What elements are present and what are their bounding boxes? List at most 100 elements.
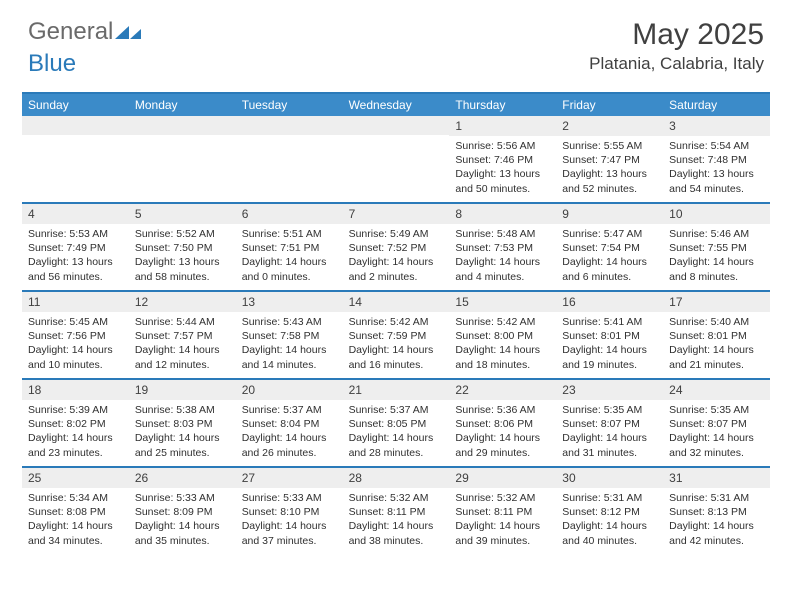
logo-word-blue: Blue [28,50,76,77]
day-cell: 5Sunrise: 5:52 AMSunset: 7:50 PMDaylight… [129,204,236,290]
day-number: 1 [449,116,556,136]
day-cell: 26Sunrise: 5:33 AMSunset: 8:09 PMDayligh… [129,468,236,554]
weeks-container: 1Sunrise: 5:56 AMSunset: 7:46 PMDaylight… [22,116,770,554]
day-details: Sunrise: 5:42 AMSunset: 8:00 PMDaylight:… [449,312,556,375]
day-cell: 23Sunrise: 5:35 AMSunset: 8:07 PMDayligh… [556,380,663,466]
day-cell: 10Sunrise: 5:46 AMSunset: 7:55 PMDayligh… [663,204,770,290]
day-number: 29 [449,468,556,488]
week-row: 11Sunrise: 5:45 AMSunset: 7:56 PMDayligh… [22,290,770,378]
day-cell: 27Sunrise: 5:33 AMSunset: 8:10 PMDayligh… [236,468,343,554]
day-details: Sunrise: 5:56 AMSunset: 7:46 PMDaylight:… [449,136,556,199]
day-details: Sunrise: 5:32 AMSunset: 8:11 PMDaylight:… [343,488,450,551]
day-details: Sunrise: 5:43 AMSunset: 7:58 PMDaylight:… [236,312,343,375]
logo: General Blue [28,18,141,78]
day-cell: 15Sunrise: 5:42 AMSunset: 8:00 PMDayligh… [449,292,556,378]
day-cell: 8Sunrise: 5:48 AMSunset: 7:53 PMDaylight… [449,204,556,290]
week-row: 18Sunrise: 5:39 AMSunset: 8:02 PMDayligh… [22,378,770,466]
day-details: Sunrise: 5:41 AMSunset: 8:01 PMDaylight:… [556,312,663,375]
day-cell: 16Sunrise: 5:41 AMSunset: 8:01 PMDayligh… [556,292,663,378]
day-details: Sunrise: 5:53 AMSunset: 7:49 PMDaylight:… [22,224,129,287]
day-number: 14 [343,292,450,312]
day-number: 8 [449,204,556,224]
day-cell: 1Sunrise: 5:56 AMSunset: 7:46 PMDaylight… [449,116,556,202]
day-details: Sunrise: 5:38 AMSunset: 8:03 PMDaylight:… [129,400,236,463]
day-details: Sunrise: 5:32 AMSunset: 8:11 PMDaylight:… [449,488,556,551]
day-number [22,116,129,135]
day-details: Sunrise: 5:51 AMSunset: 7:51 PMDaylight:… [236,224,343,287]
day-details: Sunrise: 5:49 AMSunset: 7:52 PMDaylight:… [343,224,450,287]
day-details: Sunrise: 5:48 AMSunset: 7:53 PMDaylight:… [449,224,556,287]
day-number [343,116,450,135]
day-number: 23 [556,380,663,400]
day-details: Sunrise: 5:44 AMSunset: 7:57 PMDaylight:… [129,312,236,375]
day-cell: 13Sunrise: 5:43 AMSunset: 7:58 PMDayligh… [236,292,343,378]
logo-triangle-icon [115,18,141,46]
day-details: Sunrise: 5:31 AMSunset: 8:13 PMDaylight:… [663,488,770,551]
day-cell: 22Sunrise: 5:36 AMSunset: 8:06 PMDayligh… [449,380,556,466]
page-title: May 2025 [589,18,764,52]
day-details: Sunrise: 5:35 AMSunset: 8:07 PMDaylight:… [663,400,770,463]
day-number: 7 [343,204,450,224]
day-cell [236,116,343,202]
day-number: 24 [663,380,770,400]
day-details: Sunrise: 5:42 AMSunset: 7:59 PMDaylight:… [343,312,450,375]
day-cell: 28Sunrise: 5:32 AMSunset: 8:11 PMDayligh… [343,468,450,554]
day-cell: 20Sunrise: 5:37 AMSunset: 8:04 PMDayligh… [236,380,343,466]
day-cell: 6Sunrise: 5:51 AMSunset: 7:51 PMDaylight… [236,204,343,290]
day-number: 19 [129,380,236,400]
day-number: 6 [236,204,343,224]
day-number: 21 [343,380,450,400]
day-number: 22 [449,380,556,400]
day-cell: 9Sunrise: 5:47 AMSunset: 7:54 PMDaylight… [556,204,663,290]
day-details: Sunrise: 5:47 AMSunset: 7:54 PMDaylight:… [556,224,663,287]
day-cell: 30Sunrise: 5:31 AMSunset: 8:12 PMDayligh… [556,468,663,554]
day-details: Sunrise: 5:54 AMSunset: 7:48 PMDaylight:… [663,136,770,199]
day-cell: 14Sunrise: 5:42 AMSunset: 7:59 PMDayligh… [343,292,450,378]
header: General Blue May 2025 Platania, Calabria,… [0,0,792,86]
day-number: 16 [556,292,663,312]
day-cell: 2Sunrise: 5:55 AMSunset: 7:47 PMDaylight… [556,116,663,202]
week-row: 1Sunrise: 5:56 AMSunset: 7:46 PMDaylight… [22,116,770,202]
day-details: Sunrise: 5:40 AMSunset: 8:01 PMDaylight:… [663,312,770,375]
day-cell: 4Sunrise: 5:53 AMSunset: 7:49 PMDaylight… [22,204,129,290]
weekday-header: Sunday [22,94,129,116]
day-number: 26 [129,468,236,488]
day-cell: 7Sunrise: 5:49 AMSunset: 7:52 PMDaylight… [343,204,450,290]
day-details: Sunrise: 5:33 AMSunset: 8:09 PMDaylight:… [129,488,236,551]
day-cell: 12Sunrise: 5:44 AMSunset: 7:57 PMDayligh… [129,292,236,378]
day-details: Sunrise: 5:52 AMSunset: 7:50 PMDaylight:… [129,224,236,287]
day-number: 4 [22,204,129,224]
day-details: Sunrise: 5:37 AMSunset: 8:05 PMDaylight:… [343,400,450,463]
day-cell: 11Sunrise: 5:45 AMSunset: 7:56 PMDayligh… [22,292,129,378]
calendar: SundayMondayTuesdayWednesdayThursdayFrid… [22,92,770,554]
day-details: Sunrise: 5:39 AMSunset: 8:02 PMDaylight:… [22,400,129,463]
day-details: Sunrise: 5:36 AMSunset: 8:06 PMDaylight:… [449,400,556,463]
day-number: 11 [22,292,129,312]
logo-word-general: General [28,18,113,45]
day-cell: 18Sunrise: 5:39 AMSunset: 8:02 PMDayligh… [22,380,129,466]
day-number: 18 [22,380,129,400]
day-cell [343,116,450,202]
day-details: Sunrise: 5:31 AMSunset: 8:12 PMDaylight:… [556,488,663,551]
day-number: 12 [129,292,236,312]
day-details: Sunrise: 5:35 AMSunset: 8:07 PMDaylight:… [556,400,663,463]
day-number: 27 [236,468,343,488]
day-number: 13 [236,292,343,312]
location-text: Platania, Calabria, Italy [589,54,764,74]
day-number: 28 [343,468,450,488]
day-number: 9 [556,204,663,224]
day-cell [129,116,236,202]
day-cell: 3Sunrise: 5:54 AMSunset: 7:48 PMDaylight… [663,116,770,202]
day-number: 17 [663,292,770,312]
day-cell: 17Sunrise: 5:40 AMSunset: 8:01 PMDayligh… [663,292,770,378]
day-details: Sunrise: 5:37 AMSunset: 8:04 PMDaylight:… [236,400,343,463]
weekday-header: Friday [556,94,663,116]
day-cell: 24Sunrise: 5:35 AMSunset: 8:07 PMDayligh… [663,380,770,466]
day-number [236,116,343,135]
day-details: Sunrise: 5:45 AMSunset: 7:56 PMDaylight:… [22,312,129,375]
day-cell: 19Sunrise: 5:38 AMSunset: 8:03 PMDayligh… [129,380,236,466]
day-number: 25 [22,468,129,488]
day-number: 10 [663,204,770,224]
day-number: 31 [663,468,770,488]
weekday-header-row: SundayMondayTuesdayWednesdayThursdayFrid… [22,94,770,116]
